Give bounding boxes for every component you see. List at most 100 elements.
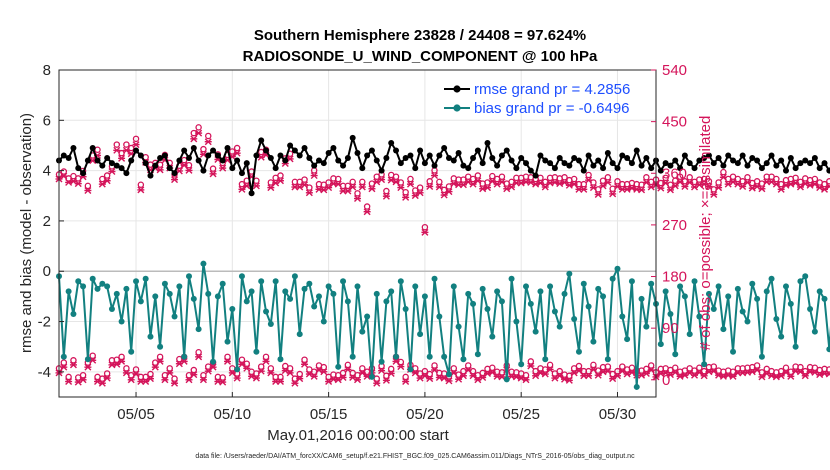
data-point — [330, 144, 337, 151]
obs-assimilated-marker — [185, 166, 193, 174]
obs-possible-marker — [720, 168, 727, 176]
data-point — [94, 285, 101, 292]
data-point — [311, 303, 318, 310]
data-point — [142, 275, 149, 282]
obs-possible-marker — [200, 371, 207, 379]
data-point — [816, 165, 823, 172]
obs-assimilated-marker — [397, 363, 405, 371]
data-point — [340, 278, 347, 285]
obs-assimilated-marker — [363, 208, 371, 216]
data-point — [200, 260, 207, 267]
data-point — [807, 160, 814, 167]
data-point — [624, 336, 631, 343]
data-point — [744, 162, 751, 169]
data-point — [349, 134, 356, 141]
obs-possible-marker — [123, 141, 130, 148]
obs-assimilated-marker — [195, 353, 203, 361]
obs-possible-marker — [339, 369, 347, 377]
data-point — [248, 190, 255, 197]
data-point — [248, 288, 255, 295]
obs-assimilated-marker — [474, 177, 482, 185]
data-point — [532, 328, 539, 335]
data-point — [426, 353, 433, 360]
data-point — [445, 155, 452, 162]
data-point — [364, 313, 371, 320]
obs-assimilated-marker — [118, 154, 126, 162]
data-point — [412, 165, 419, 172]
obs-possible-marker — [60, 359, 68, 366]
obs-possible-marker — [267, 365, 275, 372]
data-point — [575, 348, 582, 355]
obs-assimilated-marker — [431, 366, 439, 374]
data-point — [253, 152, 260, 159]
obs-possible-marker — [811, 175, 819, 183]
data-point — [80, 170, 87, 177]
obs-assimilated-marker — [204, 138, 212, 146]
y-tick-label: 0 — [43, 263, 51, 280]
data-point — [547, 283, 554, 290]
data-point — [243, 160, 250, 167]
data-point — [118, 165, 125, 172]
data-point — [171, 170, 178, 177]
data-point — [628, 278, 635, 285]
data-point — [758, 165, 765, 172]
obs-assimilated-marker — [252, 374, 260, 382]
data-point — [272, 165, 279, 172]
obs-possible-marker — [257, 363, 265, 370]
data-point — [739, 308, 746, 315]
data-point — [89, 275, 96, 282]
obs-assimilated-marker — [459, 372, 467, 380]
data-point — [571, 316, 578, 323]
data-point — [715, 283, 722, 290]
data-point — [821, 295, 828, 302]
data-point — [287, 295, 294, 302]
data-point — [335, 157, 342, 164]
data-point — [648, 280, 655, 287]
data-point — [826, 346, 830, 353]
data-point — [325, 150, 332, 157]
data-point — [537, 288, 544, 295]
data-point — [161, 280, 168, 287]
data-point — [566, 162, 573, 169]
data-point — [474, 147, 481, 154]
data-point — [219, 157, 226, 164]
y-tick-label: 8 — [43, 62, 51, 79]
obs-possible-marker — [156, 353, 164, 361]
data-point — [556, 155, 563, 162]
obs-assimilated-marker — [382, 192, 390, 200]
data-point — [455, 150, 462, 157]
obs-possible-marker — [219, 374, 226, 381]
y-right-tick-label: 90 — [662, 320, 679, 337]
data-point — [527, 300, 534, 307]
data-point — [662, 288, 669, 295]
obs-assimilated-marker — [522, 376, 530, 384]
obs-possible-marker — [662, 174, 669, 182]
obs-assimilated-marker — [276, 378, 284, 386]
obs-assimilated-marker — [368, 185, 376, 193]
data-point — [157, 343, 164, 350]
obs-assimilated-marker — [132, 141, 140, 149]
data-point — [359, 328, 366, 335]
data-point — [455, 323, 462, 330]
y-axis-right-label: # of obs: o=possible; ×=assimilated — [697, 116, 714, 351]
data-point — [185, 273, 192, 280]
data-point — [195, 157, 202, 164]
data-point — [725, 152, 732, 159]
data-point — [754, 157, 761, 164]
data-point — [619, 152, 626, 159]
data-point — [229, 305, 236, 312]
data-point — [450, 157, 457, 164]
data-point — [662, 160, 669, 167]
data-point — [388, 139, 395, 146]
data-point — [460, 356, 467, 363]
obs-possible-marker — [89, 352, 96, 359]
data-point — [734, 285, 741, 292]
data-point — [402, 155, 409, 162]
obs-possible-marker — [426, 178, 433, 185]
y-axis-label: rmse and bias (model - observation) — [18, 113, 35, 353]
data-point — [137, 298, 144, 305]
data-point — [561, 290, 568, 297]
obs-assimilated-marker — [137, 186, 145, 194]
data-point — [60, 353, 67, 360]
obs-assimilated-marker — [358, 183, 366, 191]
